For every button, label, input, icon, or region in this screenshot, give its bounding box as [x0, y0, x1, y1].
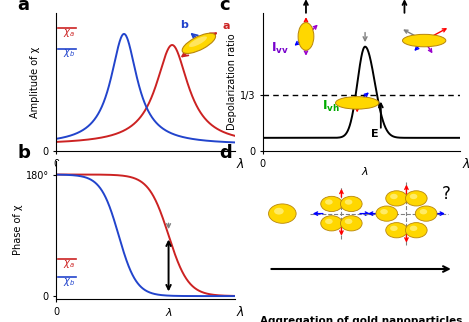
Text: Aggregation of gold nanoparticles: Aggregation of gold nanoparticles: [260, 316, 462, 322]
Ellipse shape: [182, 33, 216, 53]
Text: c: c: [219, 0, 230, 14]
Circle shape: [340, 216, 362, 231]
Text: ?: ?: [441, 185, 450, 203]
Text: $\chi_b$: $\chi_b$: [63, 48, 76, 60]
Text: $\lambda$: $\lambda$: [461, 157, 469, 171]
Circle shape: [321, 196, 342, 212]
Circle shape: [345, 219, 352, 224]
Text: $\chi_a$: $\chi_a$: [63, 27, 76, 39]
Ellipse shape: [335, 97, 379, 109]
Y-axis label: Amplitude of χ: Amplitude of χ: [30, 46, 40, 118]
Text: $\lambda$: $\lambda$: [361, 165, 369, 177]
Text: $\lambda$: $\lambda$: [236, 157, 245, 171]
Text: $\chi_b$: $\chi_b$: [63, 276, 76, 288]
Circle shape: [325, 199, 333, 205]
Circle shape: [390, 194, 398, 199]
Circle shape: [410, 194, 417, 199]
Circle shape: [420, 209, 427, 214]
Circle shape: [410, 226, 417, 231]
Circle shape: [321, 216, 342, 231]
Circle shape: [274, 208, 284, 214]
Circle shape: [376, 206, 398, 221]
Circle shape: [390, 226, 398, 231]
Text: E: E: [371, 129, 378, 139]
Circle shape: [405, 223, 427, 238]
Text: $\chi_a$: $\chi_a$: [63, 258, 76, 270]
Circle shape: [415, 206, 437, 221]
Ellipse shape: [402, 34, 446, 47]
Text: a: a: [223, 22, 230, 32]
Text: d: d: [219, 144, 232, 162]
Y-axis label: Depolarization ratio: Depolarization ratio: [227, 34, 237, 130]
Circle shape: [386, 223, 408, 238]
Circle shape: [386, 191, 408, 206]
Circle shape: [405, 191, 427, 206]
Text: E: E: [393, 0, 400, 1]
Text: $\lambda$: $\lambda$: [236, 305, 245, 319]
Ellipse shape: [189, 36, 207, 47]
Text: b: b: [17, 144, 30, 162]
Text: b: b: [180, 20, 188, 30]
Text: $\mathbf{I_{vh}}$: $\mathbf{I_{vh}}$: [322, 99, 340, 114]
Circle shape: [269, 204, 296, 223]
Text: E: E: [294, 0, 302, 1]
Text: $\mathbf{I_{vv}}$: $\mathbf{I_{vv}}$: [271, 41, 288, 56]
Circle shape: [345, 199, 352, 205]
Text: a: a: [17, 0, 29, 14]
Circle shape: [380, 209, 388, 214]
Circle shape: [340, 196, 362, 212]
Text: $\lambda$: $\lambda$: [165, 306, 173, 317]
Y-axis label: Phase of χ: Phase of χ: [13, 205, 23, 255]
Ellipse shape: [298, 23, 314, 50]
Circle shape: [325, 219, 333, 224]
